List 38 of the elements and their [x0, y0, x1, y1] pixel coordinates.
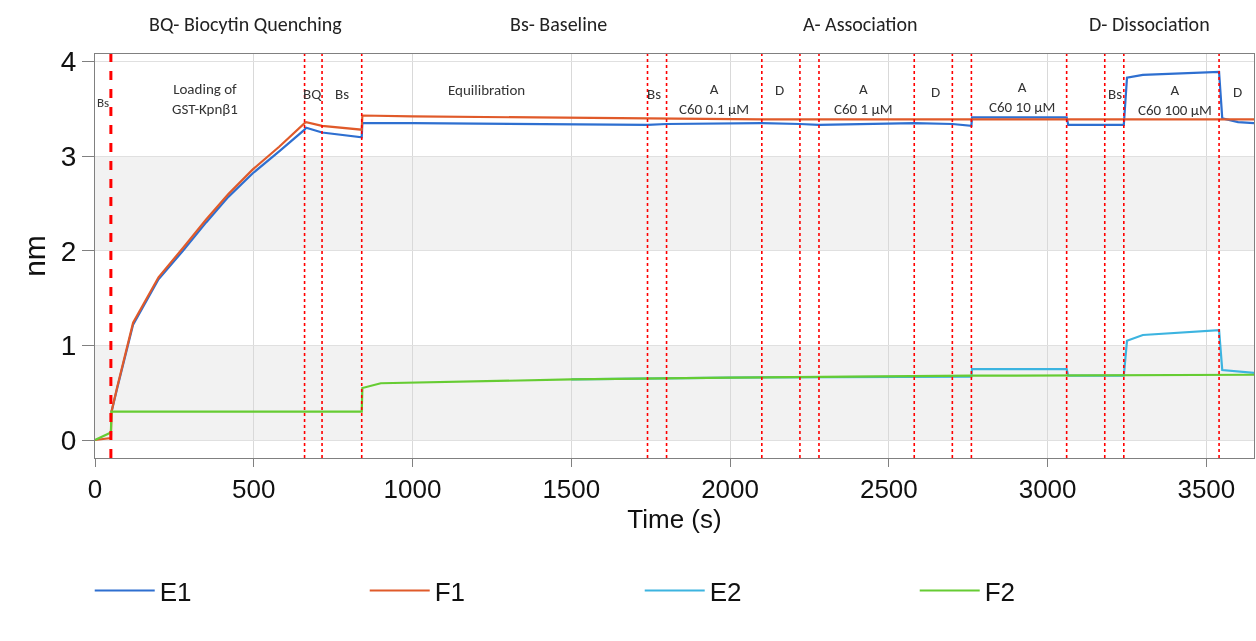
annotation: Bs	[1108, 85, 1123, 103]
y-tick-label: 1	[60, 330, 77, 362]
annotation: Loading of GST-Kpnβ1	[172, 80, 238, 118]
annotation: D	[931, 83, 941, 101]
annotation: Equilibration	[448, 81, 526, 99]
annotation: Bs	[647, 85, 662, 103]
annotation: Bs	[335, 85, 350, 103]
annotation: BQ	[303, 85, 323, 103]
annotation: A C60 10 μM	[989, 78, 1056, 116]
annotation: Bs	[97, 95, 110, 110]
y-tick-label: 4	[60, 46, 77, 78]
x-tick-label: 1500	[542, 474, 601, 505]
legend-label: E1	[159, 576, 192, 607]
x-axis-title: Time (s)	[627, 504, 722, 535]
y-tick-label: 0	[60, 424, 77, 456]
y-axis-title: nm	[17, 235, 51, 277]
annotation: D	[1233, 83, 1243, 101]
text: Bs- Baseline	[510, 12, 608, 36]
x-tick-label: 1000	[383, 474, 442, 505]
text: A- Association	[803, 12, 918, 36]
legend-label: E2	[709, 576, 742, 607]
y-tick-label: 2	[60, 235, 77, 267]
legend-label: F2	[984, 576, 1016, 607]
x-tick-label: 0	[87, 474, 103, 505]
x-tick-label: 2000	[701, 474, 759, 505]
x-tick-label: 500	[232, 474, 276, 505]
x-tick-label: 3000	[1018, 474, 1077, 505]
text: BQ- Biocytin Quenching	[149, 12, 343, 36]
annotation: A C60 0.1 μM	[679, 80, 750, 118]
y-tick-label: 3	[60, 140, 77, 172]
legend-label: F1	[434, 576, 466, 607]
x-tick-label: 2500	[859, 474, 918, 505]
x-tick-label: 3500	[1177, 474, 1236, 505]
text: D- Dissociation	[1089, 12, 1210, 36]
annotation: A C60 1 μM	[834, 80, 893, 118]
line-series	[95, 373, 1254, 442]
annotation: D	[775, 81, 785, 99]
annotation: A C60 100 μM	[1138, 81, 1212, 119]
